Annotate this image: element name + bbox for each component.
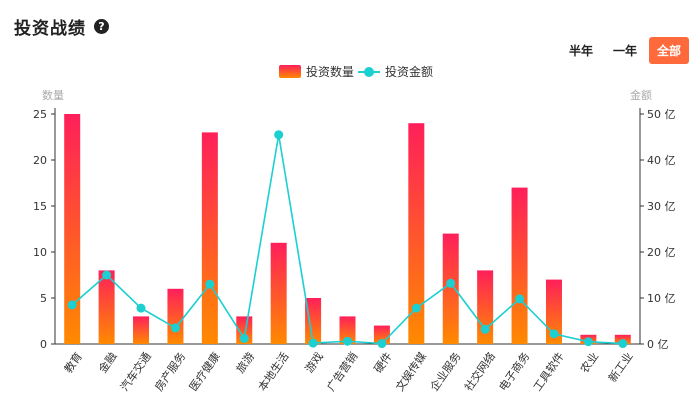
amount-line [67, 130, 628, 349]
category-label-1: 金融 [95, 349, 119, 375]
bar-10[interactable] [408, 123, 425, 344]
category-label-3: 房产服务 [152, 349, 189, 393]
y-right-tick-label: 40 亿 [647, 154, 676, 167]
question-circle-icon[interactable]: ? [94, 19, 109, 34]
amount-point-5[interactable] [239, 333, 249, 343]
legend-line-label[interactable]: 投资金额 [385, 64, 433, 79]
category-label-16: 新工业 [605, 349, 635, 384]
legend-bar-label[interactable]: 投资数量 [306, 64, 354, 79]
page-title: 投资战绩 [14, 19, 86, 39]
y-right-tick-label: 20 亿 [647, 246, 676, 259]
category-label-4: 医疗健康 [186, 349, 223, 393]
category-label-13: 电子商务 [496, 349, 533, 393]
bar-8[interactable] [339, 316, 356, 344]
legend[interactable]: 投资数量 投资金额 [279, 64, 433, 79]
bar-6[interactable] [270, 242, 287, 344]
header: 投资战绩 ? [14, 14, 109, 39]
amount-point-8[interactable] [343, 336, 352, 346]
y-right-tick-label: 10 亿 [647, 292, 676, 305]
category-label-2: 汽车交通 [117, 349, 154, 393]
bar-1[interactable] [98, 270, 115, 344]
y-left-axis-title: 数量 [42, 89, 64, 102]
amount-point-10[interactable] [411, 303, 421, 313]
bars [64, 114, 631, 344]
amount-point-4[interactable] [205, 279, 215, 289]
amount-point-11[interactable] [446, 278, 456, 288]
bar-11[interactable] [442, 233, 459, 344]
amount-point-6[interactable] [274, 130, 284, 140]
amount-point-1[interactable] [102, 270, 112, 280]
category-label-0: 教育 [61, 349, 85, 375]
y-left-tick-label: 0 [40, 338, 47, 351]
amount-point-12[interactable] [480, 324, 490, 334]
y-left-ticks: 0 5 10 15 20 25 [33, 108, 55, 351]
legend-bar-swatch[interactable] [279, 65, 301, 78]
y-left-tick-label: 25 [33, 108, 47, 121]
bar-4[interactable] [201, 132, 218, 344]
bar-13[interactable] [511, 187, 528, 344]
y-left-tick-label: 15 [33, 200, 47, 213]
y-left-tick-label: 5 [40, 292, 47, 305]
y-right-tick-label: 30 亿 [647, 200, 676, 213]
category-label-10: 文娱传媒 [392, 349, 429, 393]
category-label-14: 工具软件 [530, 349, 567, 393]
category-label-11: 企业服务 [427, 349, 464, 393]
y-right-tick-label: 0 亿 [647, 338, 669, 351]
period-tabs: 半年 一年 全部 [557, 37, 689, 64]
amount-point-13[interactable] [515, 294, 525, 304]
amount-point-0[interactable] [67, 300, 77, 310]
category-label-8: 广告营销 [324, 349, 361, 393]
y-right-ticks: 0 亿 10 亿 20 亿 30 亿 40 亿 50 亿 [640, 108, 676, 351]
amount-point-7[interactable] [308, 338, 318, 348]
category-label-7: 游戏 [303, 350, 326, 375]
amount-line-path [71, 134, 623, 345]
y-left-tick-label: 10 [33, 246, 47, 259]
y-right-axis-title: 金额 [630, 88, 652, 102]
category-label-9: 硬件 [372, 350, 395, 375]
amount-point-15[interactable] [583, 337, 593, 347]
amount-point-16[interactable] [618, 339, 628, 349]
tab-half-year[interactable]: 半年 [568, 44, 593, 58]
bar-7[interactable] [305, 298, 322, 344]
bar-14[interactable] [545, 279, 562, 344]
amount-point-9[interactable] [377, 339, 387, 349]
amount-point-14[interactable] [549, 329, 559, 339]
legend-line-dot[interactable] [364, 67, 374, 77]
category-label-6: 本地生活 [255, 349, 292, 393]
category-label-15: 农业 [577, 349, 601, 375]
category-label-5: 旅游 [233, 349, 257, 375]
amount-point-3[interactable] [170, 323, 180, 333]
y-right-tick-label: 50 亿 [647, 108, 676, 121]
tab-all[interactable]: 全部 [648, 37, 689, 64]
bar-3[interactable] [167, 288, 184, 344]
tab-one-year[interactable]: 一年 [612, 44, 637, 58]
bar-0[interactable] [64, 114, 81, 344]
y-left-tick-label: 20 [33, 154, 47, 167]
bar-2[interactable] [133, 316, 150, 344]
amount-point-2[interactable] [136, 303, 146, 313]
category-label-12: 社交网络 [461, 349, 498, 393]
